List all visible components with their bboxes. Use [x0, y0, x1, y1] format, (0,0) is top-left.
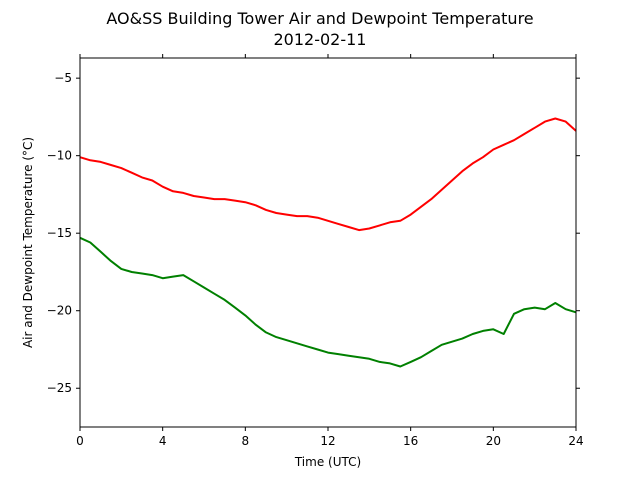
axis-ticks: 0 4 8 12 16 20 24 −25 −20 −15 −10 −5 — [47, 54, 584, 448]
x-tick-label: 12 — [320, 434, 335, 448]
data-series — [79, 117, 577, 368]
y-axis-label: Air and Dewpoint Temperature (°C) — [21, 137, 35, 348]
chart-title: AO&SS Building Tower Air and Dewpoint Te… — [106, 9, 533, 28]
chart-subtitle: 2012-02-11 — [274, 30, 367, 49]
y-tick-label: −25 — [47, 381, 72, 395]
x-tick-label: 20 — [486, 434, 501, 448]
y-tick-label: −20 — [47, 304, 72, 318]
x-axis-label: Time (UTC) — [294, 455, 361, 469]
x-tick-label: 16 — [403, 434, 418, 448]
x-tick-label: 24 — [568, 434, 583, 448]
y-tick-label: −15 — [47, 226, 72, 240]
dewpoint-temperature-line — [79, 236, 577, 368]
plot-frame — [79, 57, 577, 428]
x-tick-label: 4 — [159, 434, 167, 448]
y-tick-label: −5 — [54, 71, 72, 85]
x-tick-label: 0 — [76, 434, 84, 448]
air-temperature-line — [79, 117, 577, 232]
y-tick-label: −10 — [47, 149, 72, 163]
x-tick-label: 8 — [242, 434, 250, 448]
